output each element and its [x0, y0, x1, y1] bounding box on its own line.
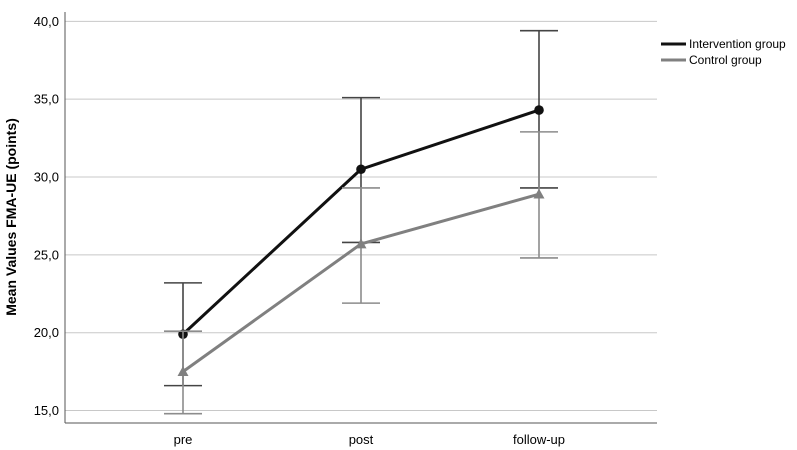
legend-item: Intervention group — [661, 37, 786, 51]
series-group — [164, 29, 558, 415]
x-tick-label: pre — [174, 432, 193, 447]
data-point — [533, 188, 545, 199]
data-point — [355, 238, 367, 249]
data-point — [534, 105, 544, 115]
y-tick-label: 30,0 — [34, 170, 59, 185]
x-tick-labels: pre post follow-up — [174, 432, 565, 447]
data-point — [356, 164, 366, 175]
x-tick-label: follow-up — [513, 432, 565, 447]
series-1 — [164, 131, 558, 415]
y-tick-label: 40,0 — [34, 14, 59, 29]
legend-label: Control group — [689, 53, 762, 67]
x-tick-label: post — [349, 432, 374, 447]
data-point — [177, 366, 189, 377]
legend-label: Intervention group — [689, 37, 786, 51]
legend: Intervention group Control group — [661, 37, 786, 67]
y-tick-label: 25,0 — [34, 247, 59, 262]
legend-item: Control group — [661, 53, 762, 67]
y-axis-label: Mean Values FMA-UE (points) — [3, 118, 19, 316]
y-tick-label: 20,0 — [34, 325, 59, 340]
y-tick-label: 35,0 — [34, 92, 59, 107]
axes — [64, 12, 657, 424]
y-tick-label: 15,0 — [34, 403, 59, 418]
y-tick-labels: 15,0 20,0 25,0 30,0 35,0 40,0 — [34, 14, 59, 418]
